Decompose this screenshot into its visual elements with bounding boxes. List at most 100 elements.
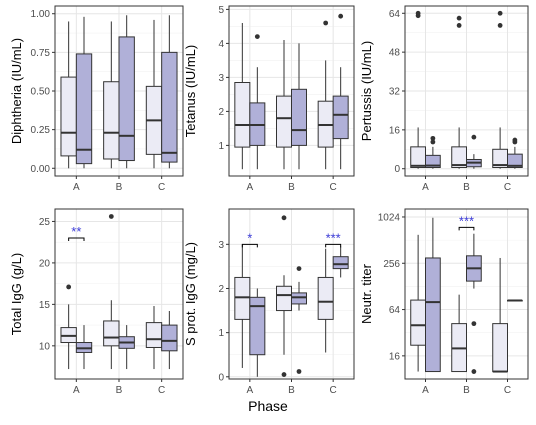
box-A-dark — [75, 325, 93, 370]
box-iqr — [451, 146, 467, 169]
x-tick-label: B — [116, 182, 123, 193]
y-tick-label: 0.00 — [31, 164, 51, 175]
y-tick-label: 1 — [218, 141, 224, 152]
outlier-point — [512, 137, 518, 143]
x-tick-label: A — [422, 182, 429, 193]
y-axis-title: S prot. IgG (mg/L) — [183, 242, 198, 346]
box-B-light — [103, 214, 120, 370]
x-tick-label: B — [116, 385, 123, 396]
significance-bracket — [325, 243, 342, 248]
x-tick-label: B — [288, 385, 295, 396]
box-iqr — [291, 292, 307, 305]
box-B-dark — [118, 15, 135, 169]
x-tick-label: B — [463, 182, 470, 193]
outlier-point — [296, 266, 302, 272]
box-A-light — [234, 23, 251, 170]
box-B-dark — [118, 325, 135, 370]
box-iqr — [410, 299, 426, 346]
box-C-light — [145, 19, 163, 169]
y-tick-label: 25 — [39, 217, 51, 228]
outlier-point — [108, 214, 114, 219]
box-A-light — [234, 244, 251, 368]
box-B-light — [276, 215, 292, 377]
panel-6: *** 16 64 256 1024 A B C Neutr. titer — [359, 208, 529, 396]
y-tick-label: 10 — [39, 341, 51, 352]
box-A-dark — [249, 34, 266, 170]
outlier-point — [497, 10, 503, 16]
panel-1: 0.00 0.25 0.50 0.75 1.00 A B C Diphtheria (IU/mL… — [9, 5, 184, 193]
panel-2: 1 2 3 4 5 A B C Tetanus (IU/mL) — [183, 5, 355, 193]
box-A-light — [410, 10, 426, 169]
box-iqr — [332, 256, 349, 270]
box-C-light — [492, 257, 508, 373]
significance-bracket — [241, 243, 258, 248]
y-tick-label: 16 — [389, 125, 401, 136]
significance-A: * — [241, 230, 258, 248]
box-iqr — [103, 320, 120, 347]
significance-A: ** — [68, 224, 85, 242]
box-C-light — [317, 248, 334, 353]
y-tick-label: 16 — [389, 351, 401, 362]
x-tick-label: A — [246, 385, 253, 396]
outlier-point — [281, 372, 287, 377]
x-tick-label: A — [246, 182, 253, 193]
x-tick-label: A — [73, 385, 80, 396]
y-tick-label: 3 — [218, 73, 224, 84]
outlier-point — [456, 15, 462, 21]
significance-label: ** — [71, 224, 81, 239]
significance-label: *** — [459, 213, 474, 228]
y-tick-label: 4 — [218, 39, 224, 50]
y-tick-label: 0.75 — [31, 48, 51, 59]
box-B-light — [103, 21, 120, 169]
box-iqr — [103, 81, 120, 160]
box-A-dark — [425, 217, 441, 373]
box-iqr — [161, 51, 178, 163]
box-C-dark — [332, 13, 349, 170]
box-A-dark — [425, 135, 441, 169]
box-A-light — [60, 284, 77, 370]
x-tick-label: B — [463, 385, 470, 396]
x-tick-label: C — [158, 385, 165, 396]
significance-C: *** — [325, 230, 342, 248]
box-iqr — [425, 257, 441, 373]
box-iqr — [317, 276, 334, 320]
box-iqr — [161, 324, 178, 352]
box-B-dark — [466, 233, 482, 374]
panel-3: 0 16 32 48 64 A B C Pertussis (IU/mL) — [359, 5, 529, 193]
box-C-dark — [507, 137, 523, 169]
outlier-point — [430, 139, 436, 145]
box-B-light — [451, 15, 467, 169]
box-iqr — [60, 76, 77, 157]
y-tick-label: 1.00 — [31, 9, 51, 20]
outlier-point — [338, 13, 344, 19]
significance-bracket — [458, 226, 475, 231]
box-iqr — [249, 296, 266, 356]
outlier-point — [430, 135, 436, 141]
panel-4: ** 10 15 20 25 A B C Total IgG (g/L) — [9, 208, 184, 396]
outlier-point — [471, 369, 477, 374]
box-B-dark — [291, 266, 307, 374]
box-C-dark — [507, 299, 523, 302]
box-B-light — [451, 294, 467, 373]
x-tick-label: B — [288, 182, 295, 193]
y-tick-label: 2 — [218, 284, 224, 295]
box-iqr — [75, 53, 93, 165]
y-tick-label: 0.50 — [31, 87, 51, 98]
box-iqr — [118, 36, 135, 162]
outlier-point — [456, 23, 462, 28]
box-A-dark — [75, 16, 93, 169]
box-iqr — [276, 95, 292, 148]
outlier-point — [415, 10, 421, 16]
box-iqr — [234, 82, 251, 148]
box-B-dark — [291, 43, 307, 170]
box-iqr — [492, 323, 508, 373]
box-B-dark — [466, 134, 482, 169]
box-iqr — [425, 154, 441, 169]
significance-B: *** — [458, 213, 475, 231]
significance-label: * — [247, 230, 252, 245]
y-tick-label: 0 — [218, 372, 224, 383]
y-tick-label: 256 — [383, 259, 400, 270]
x-tick-label: C — [504, 182, 511, 193]
box-iqr — [291, 88, 307, 146]
y-axis-title: Tetanus (IU/mL) — [183, 45, 198, 137]
